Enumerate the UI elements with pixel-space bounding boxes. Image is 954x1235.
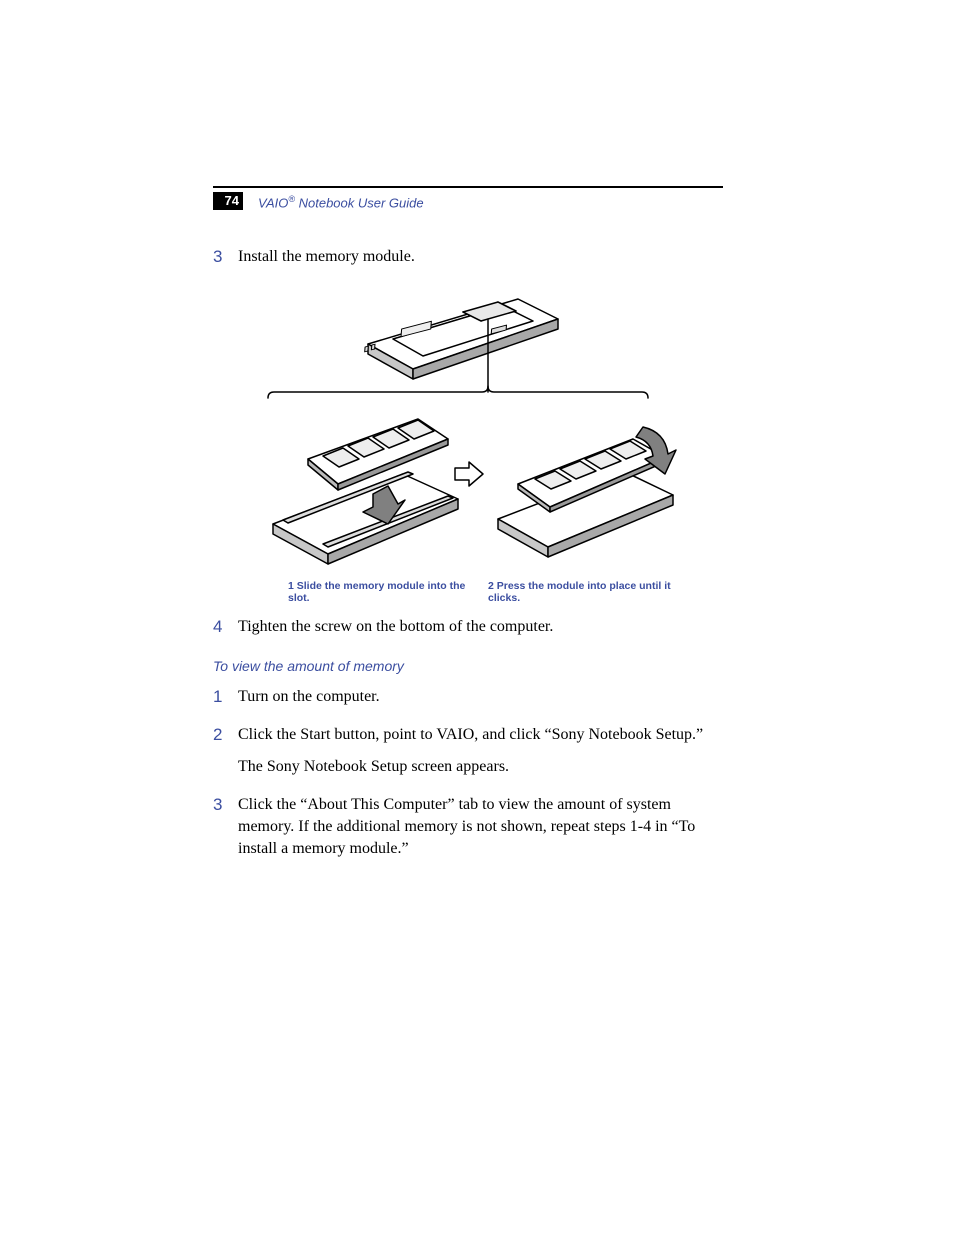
running-head: VAIO® Notebook User Guide — [258, 194, 424, 210]
memory-install-illustration — [238, 284, 678, 574]
step-number: 3 — [213, 246, 238, 268]
step-text: Click the “About This Computer” tab to v… — [238, 794, 723, 860]
step-subtext: The Sony Notebook Setup screen appears. — [238, 756, 723, 778]
step-number: 2 — [213, 724, 238, 746]
page-number: 74 — [225, 193, 239, 208]
step-text: Click the Start button, point to VAIO, a… — [238, 724, 723, 778]
page: 74 VAIO® Notebook User Guide 3 Install t… — [0, 0, 954, 1235]
step-number: 3 — [213, 794, 238, 816]
step-number: 4 — [213, 616, 238, 638]
content-column: 3 Install the memory module. — [213, 246, 723, 876]
section-subhead: To view the amount of memory — [213, 658, 723, 674]
step-text: Tighten the screw on the bottom of the c… — [238, 616, 723, 638]
step-row: 4 Tighten the screw on the bottom of the… — [213, 616, 723, 638]
step-text-main: Click the Start button, point to VAIO, a… — [238, 726, 703, 743]
step-row: 3 Install the memory module. — [213, 246, 723, 268]
step-text: Install the memory module. — [238, 246, 723, 268]
step-row: 1 Turn on the computer. — [213, 686, 723, 708]
header-rule — [213, 186, 723, 188]
running-head-suffix: Notebook User Guide — [295, 195, 424, 210]
registered-mark-icon: ® — [288, 194, 295, 204]
step-number: 1 — [213, 686, 238, 708]
memory-install-figure: 1 Slide the memory module into the slot.… — [238, 284, 678, 604]
step-row: 3 Click the “About This Computer” tab to… — [213, 794, 723, 860]
running-head-prefix: VAIO — [258, 195, 288, 210]
figure-caption-right: 2 Press the module into place until it c… — [478, 580, 678, 604]
figure-captions: 1 Slide the memory module into the slot.… — [238, 580, 678, 604]
step-row: 2 Click the Start button, point to VAIO,… — [213, 724, 723, 778]
page-number-box: 74 — [213, 192, 243, 210]
step-text: Turn on the computer. — [238, 686, 723, 708]
figure-caption-left: 1 Slide the memory module into the slot. — [238, 580, 478, 604]
